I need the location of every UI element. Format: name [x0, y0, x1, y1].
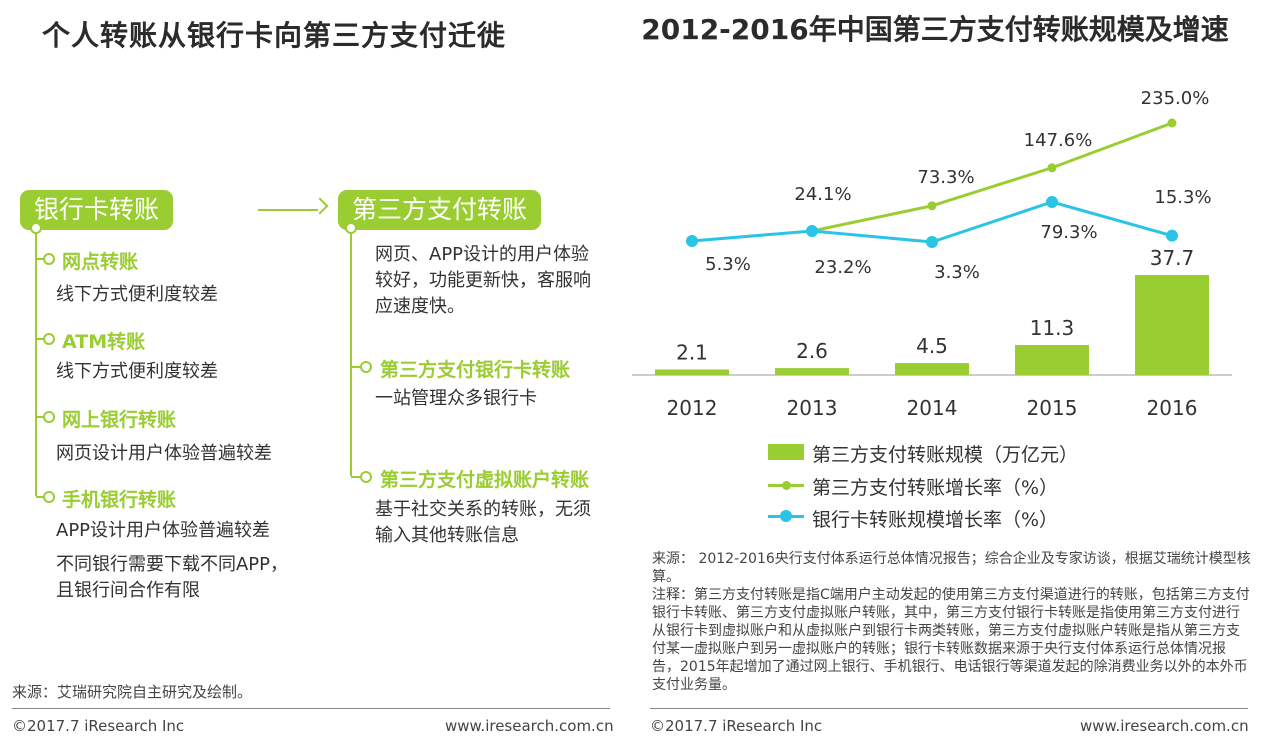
data-label: 5.3%: [705, 254, 751, 275]
bank-item-title: ATM转账: [62, 331, 146, 353]
data-label: 235.0%: [1141, 88, 1210, 109]
third-item-title: 第三方支付虚拟账户转账: [380, 469, 590, 491]
tree-branch: [36, 258, 44, 260]
data-label: 3.3%: [934, 262, 980, 283]
third-item-desc: 基于社交关系的转账，无须输入其他转账信息: [375, 499, 591, 546]
data-label: 147.6%: [1024, 130, 1093, 151]
bar: [655, 369, 729, 375]
tree-branch: [36, 416, 44, 418]
third-party-transfer-label: 第三方支付转账: [338, 190, 542, 230]
data-label: 15.3%: [1154, 187, 1211, 208]
bank-item-desc: APP设计用户体验普遍较差: [56, 520, 271, 541]
chart-svg: 2.1 2012 2.6 2013 4.5 2014 11.3 2015 37.7 2016 24.…: [632, 88, 1232, 420]
legend-line-label: 银行卡转账规模增长率（%）: [812, 509, 1059, 531]
bar-value-label: 2.6: [796, 339, 828, 363]
series-line: [811, 121, 1173, 233]
bar-value-label: 11.3: [1030, 316, 1075, 340]
tree-branch: [36, 496, 44, 498]
data-label: 79.3%: [1040, 222, 1097, 243]
right-website: www.iresearch.com.cn: [1080, 717, 1249, 735]
bar: [775, 368, 849, 375]
third-item-title: 第三方支付银行卡转账: [380, 359, 571, 381]
bank-item-title: 手机银行转账: [62, 489, 177, 511]
bank-item-desc: 线下方式便利度较差: [56, 284, 218, 305]
series-point: [927, 201, 937, 211]
tree-node-dot: [360, 471, 372, 483]
tree-branch: [351, 476, 361, 478]
bank-item-desc: 不同银行需要下载不同APP，: [56, 554, 289, 575]
bar: [895, 363, 969, 375]
bar: [1015, 345, 1089, 375]
x-tick-label: 2014: [907, 396, 958, 420]
right-footer-rule: [650, 708, 1248, 709]
bank-item-desc: 且银行间合作有限: [56, 580, 200, 601]
right-copyright: ©2017.7 iResearch Inc: [650, 717, 823, 735]
tree-node-dot: [43, 491, 55, 503]
x-tick-label: 2015: [1027, 396, 1078, 420]
data-label: 24.1%: [794, 184, 851, 205]
bank-item-title: 网点转账: [62, 251, 139, 273]
data-label: 23.2%: [814, 257, 871, 278]
tree-node-dot: [43, 253, 55, 265]
legend-bar-swatch: [768, 444, 804, 460]
series-point: [1167, 118, 1177, 128]
chart-source: 来源： 2012-2016央行支付体系运行总体情况报告；综合企业及专家访谈，根据…: [652, 551, 1251, 585]
bank-transfer-label: 银行卡转账: [20, 190, 174, 230]
series-point: [1166, 229, 1178, 242]
bar: [1135, 275, 1209, 375]
series-point: [686, 234, 698, 247]
tree-node-dot: [43, 333, 55, 345]
third-intro-text: 网页、APP设计的用户体验较好，功能更新快，客服响应速度快。: [375, 244, 591, 317]
left-title: 个人转账从银行卡向第三方支付迁徙: [42, 19, 507, 52]
bank-item-title: 网上银行转账: [62, 409, 177, 431]
bank-item-desc: 线下方式便利度较差: [56, 361, 218, 382]
bank-item-desc: 网页设计用户体验普遍较差: [56, 443, 272, 464]
legend-line-marker: [782, 481, 791, 490]
tree-node-dot: [360, 361, 372, 373]
third-item-desc: 一站管理众多银行卡: [375, 388, 537, 409]
chart-note: 注释：第三方支付转账是指C端用户主动发起的使用第三方支付渠道进行的转账，包括第三…: [652, 587, 1250, 693]
migration-arrow-line: [258, 209, 318, 211]
x-tick-label: 2016: [1147, 396, 1198, 420]
tree-branch: [36, 338, 44, 340]
data-label: 73.3%: [917, 167, 974, 188]
series-point: [806, 225, 818, 237]
tree-branch: [351, 366, 361, 368]
left-website: www.iresearch.com.cn: [445, 717, 614, 735]
series-point: [1047, 163, 1057, 173]
series-point: [926, 236, 938, 248]
left-copyright: ©2017.7 iResearch Inc: [12, 717, 185, 735]
bar-value-label: 4.5: [916, 334, 948, 358]
legend-line-label: 第三方支付转账增长率（%）: [812, 477, 1059, 499]
tree-node-dot: [43, 411, 55, 423]
legend-bar-label: 第三方支付转账规模（万亿元）: [812, 444, 1079, 466]
bar-value-label: 2.1: [676, 340, 708, 364]
legend-line-marker: [780, 510, 792, 522]
left-source: 来源：艾瑞研究院自主研究及绘制。: [12, 683, 253, 701]
x-tick-label: 2012: [667, 396, 718, 420]
third-tree-line: [350, 232, 352, 476]
bar-value-label: 37.7: [1150, 246, 1195, 270]
x-tick-label: 2013: [787, 396, 838, 420]
left-footer-rule: [12, 708, 610, 709]
bank-tree-line: [35, 232, 37, 496]
chart-title: 2012-2016年中国第三方支付转账规模及增速: [641, 13, 1229, 46]
series-point: [1046, 196, 1058, 208]
